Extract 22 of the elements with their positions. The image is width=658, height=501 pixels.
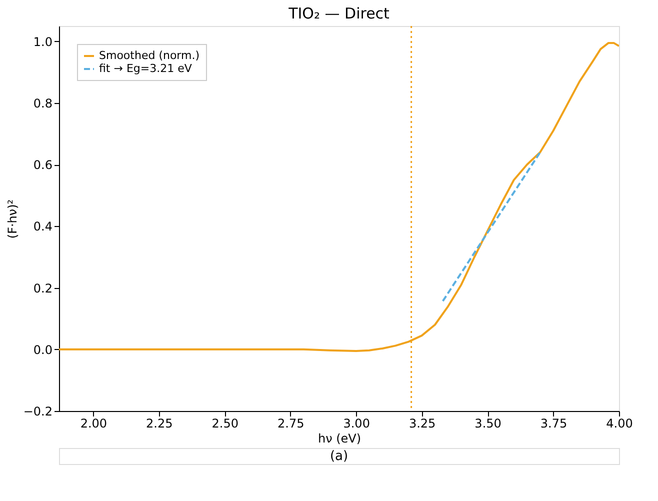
x-tick-label: 3.25 (408, 416, 436, 430)
x-tick-label: 2.00 (80, 416, 108, 430)
y-tick-label: 0.8 (33, 96, 52, 110)
legend-label: fit → Eg=3.21 eV (99, 62, 192, 75)
x-tick-label: 2.75 (278, 416, 304, 430)
x-tick-label: 3.00 (343, 416, 370, 430)
y-axis-title: (F·hν)² (5, 199, 20, 239)
y-tick-label: −0.2 (23, 404, 52, 418)
chart-title: TIO₂ — Direct (288, 4, 390, 22)
text: (a) (330, 449, 348, 464)
x-tick-label: 2.50 (212, 416, 238, 430)
x-tick-label: 4.00 (606, 416, 633, 430)
y-tick-label: 0.4 (33, 220, 52, 234)
x-axis-title: hν (eV) (318, 432, 362, 446)
x-tick-label: 2.25 (146, 416, 173, 430)
y-tick-label: 1.0 (33, 34, 52, 49)
x-tick-label: 3.75 (540, 416, 568, 430)
y-tick-label: 0.2 (33, 281, 52, 296)
x-tick-label: 3.50 (474, 416, 502, 430)
legend-label: Smoothed (norm.) (99, 49, 200, 62)
y-tick-label: 0.0 (33, 342, 52, 357)
y-tick-label: 0.6 (33, 158, 52, 172)
